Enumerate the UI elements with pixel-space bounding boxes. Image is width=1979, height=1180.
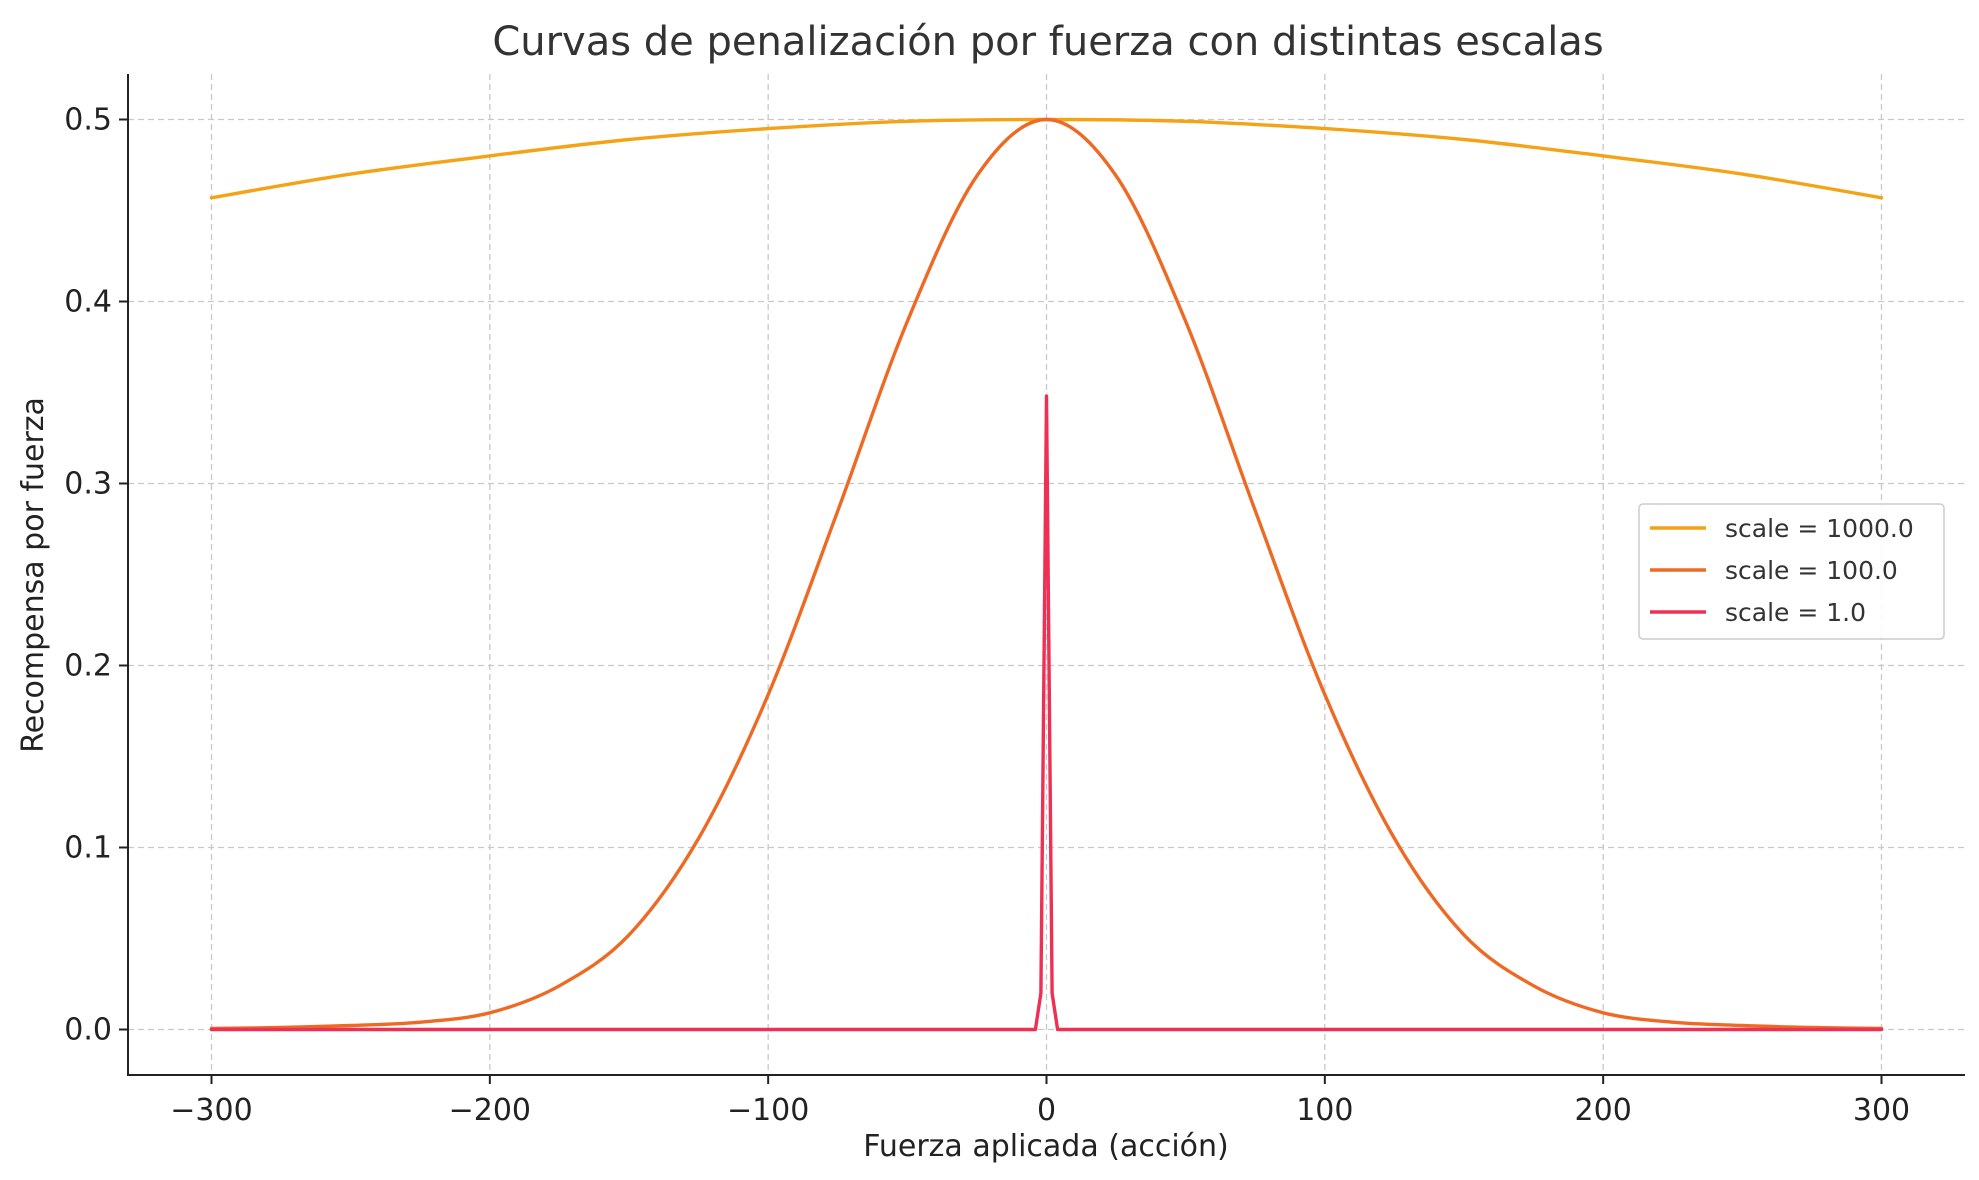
y-tick-label: 0.0 [64, 1013, 112, 1048]
chart-title: Curvas de penalización por fuerza con di… [492, 19, 1603, 65]
x-tick-label: −300 [170, 1093, 252, 1128]
legend-frame [1638, 503, 1945, 640]
y-tick-label: 0.5 [64, 103, 112, 138]
y-axis-ticks: 0.0 0.1 0.2 0.3 0.4 0.5 [64, 103, 128, 1048]
x-axis-ticks: −300 −200 −100 0 100 200 300 [170, 1075, 1910, 1128]
axes [127, 74, 1965, 1076]
y-tick-label: 0.1 [64, 831, 112, 866]
x-tick-label: 0 [1037, 1093, 1056, 1128]
y-tick-label: 0.3 [64, 467, 112, 502]
legend: scale = 1000.0 scale = 100.0 scale = 1.0 [1638, 503, 1945, 640]
legend-label: scale = 1.0 [1725, 598, 1866, 627]
legend-entries: scale = 1000.0 scale = 100.0 scale = 1.0 [1650, 514, 1914, 627]
y-tick-label: 0.4 [64, 285, 112, 320]
x-tick-label: −100 [727, 1093, 809, 1128]
x-tick-label: 300 [1853, 1093, 1910, 1128]
x-tick-label: 200 [1575, 1093, 1632, 1128]
y-tick-label: 0.2 [64, 649, 112, 684]
legend-label: scale = 100.0 [1725, 556, 1898, 585]
x-tick-label: 100 [1296, 1093, 1353, 1128]
plot-lines [209, 117, 1884, 1032]
series-line-2 [209, 117, 1884, 1031]
legend-label: scale = 1000.0 [1725, 514, 1914, 543]
x-axis-label: Fuerza aplicada (acción) [863, 1129, 1229, 1164]
axis-spines [127, 74, 1965, 1076]
series-line-3 [209, 394, 1884, 1032]
y-axis-label: Recompensa por fuerza [16, 397, 51, 753]
x-tick-label: −200 [449, 1093, 531, 1128]
